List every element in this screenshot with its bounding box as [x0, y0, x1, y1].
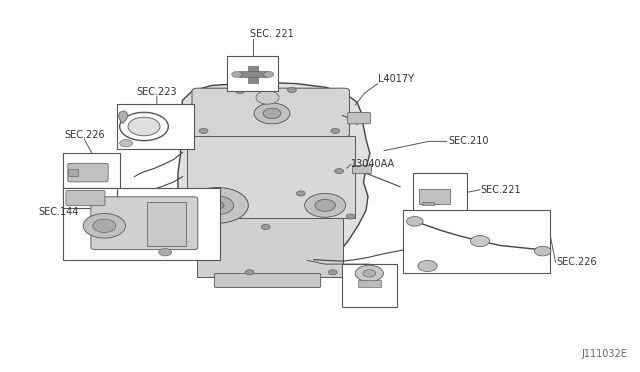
Bar — [248, 66, 258, 83]
Bar — [63, 153, 120, 190]
Circle shape — [406, 217, 423, 226]
Circle shape — [315, 199, 335, 211]
Circle shape — [159, 248, 172, 256]
Bar — [68, 169, 78, 176]
Text: SEC.226: SEC.226 — [64, 129, 105, 140]
Circle shape — [287, 87, 296, 93]
Circle shape — [363, 270, 376, 277]
Bar — [197, 218, 343, 277]
Circle shape — [200, 213, 209, 218]
Circle shape — [236, 89, 244, 94]
Polygon shape — [178, 83, 370, 283]
Text: SEC.226: SEC.226 — [557, 257, 597, 267]
Bar — [187, 136, 355, 218]
Text: SEC. 221: SEC. 221 — [250, 29, 294, 39]
FancyBboxPatch shape — [91, 197, 198, 250]
Circle shape — [120, 140, 132, 147]
Circle shape — [93, 219, 116, 232]
FancyBboxPatch shape — [214, 273, 321, 288]
FancyBboxPatch shape — [348, 112, 371, 124]
Circle shape — [187, 187, 248, 223]
Circle shape — [296, 191, 305, 196]
Text: J111032E: J111032E — [581, 349, 627, 359]
Circle shape — [254, 103, 290, 124]
Circle shape — [211, 202, 224, 209]
Circle shape — [355, 265, 383, 282]
Text: L4017Y: L4017Y — [378, 74, 413, 84]
Text: 13040AA: 13040AA — [351, 159, 395, 169]
Bar — [239, 71, 267, 77]
Polygon shape — [118, 111, 128, 124]
Circle shape — [346, 214, 355, 219]
Circle shape — [263, 108, 281, 119]
Circle shape — [245, 270, 254, 275]
Bar — [352, 165, 371, 173]
Text: SEC.144: SEC.144 — [38, 207, 79, 217]
Bar — [419, 189, 450, 204]
Text: SEC.221: SEC.221 — [480, 185, 520, 195]
Circle shape — [264, 71, 274, 77]
Circle shape — [128, 117, 160, 136]
Circle shape — [202, 196, 234, 215]
Bar — [403, 210, 550, 273]
FancyBboxPatch shape — [66, 190, 105, 206]
Circle shape — [305, 193, 346, 217]
Circle shape — [232, 71, 242, 77]
Text: SEC.210: SEC.210 — [448, 137, 488, 146]
Circle shape — [335, 169, 344, 174]
Bar — [358, 280, 381, 287]
Circle shape — [331, 128, 340, 134]
Circle shape — [199, 128, 208, 134]
Circle shape — [328, 270, 337, 275]
Bar — [147, 202, 186, 246]
Bar — [422, 202, 434, 205]
FancyBboxPatch shape — [68, 163, 108, 182]
Circle shape — [418, 260, 437, 272]
Circle shape — [83, 214, 125, 238]
Bar — [63, 188, 117, 208]
FancyBboxPatch shape — [192, 88, 349, 137]
Circle shape — [261, 224, 270, 230]
Circle shape — [470, 235, 490, 247]
Bar — [227, 56, 278, 91]
Bar — [63, 188, 220, 260]
Bar — [117, 104, 194, 149]
Bar — [342, 264, 397, 307]
Bar — [413, 173, 467, 212]
Text: SEC.223: SEC.223 — [136, 87, 177, 97]
Circle shape — [534, 246, 551, 256]
Circle shape — [256, 91, 279, 104]
